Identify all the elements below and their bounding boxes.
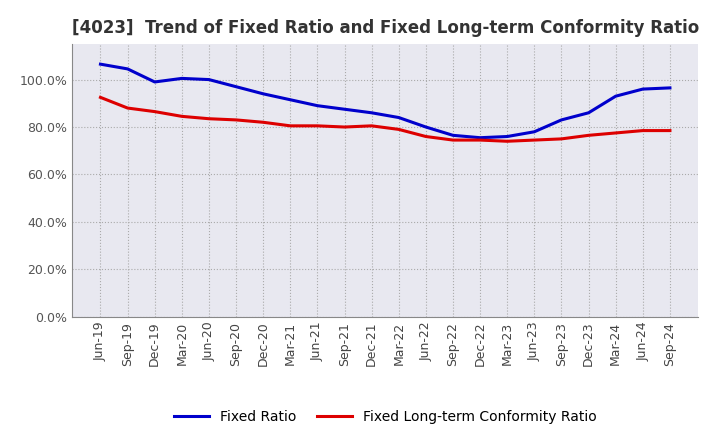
- Fixed Ratio: [395, 115, 403, 120]
- Fixed Long-term Conformity Ratio: [476, 137, 485, 143]
- Fixed Ratio: [476, 135, 485, 140]
- Fixed Long-term Conformity Ratio: [557, 136, 566, 142]
- Fixed Long-term Conformity Ratio: [313, 123, 322, 128]
- Fixed Long-term Conformity Ratio: [367, 123, 376, 128]
- Fixed Ratio: [449, 133, 457, 138]
- Fixed Ratio: [150, 79, 159, 84]
- Fixed Long-term Conformity Ratio: [150, 109, 159, 114]
- Legend: Fixed Ratio, Fixed Long-term Conformity Ratio: Fixed Ratio, Fixed Long-term Conformity …: [168, 405, 602, 430]
- Fixed Ratio: [178, 76, 186, 81]
- Fixed Long-term Conformity Ratio: [96, 95, 105, 100]
- Fixed Ratio: [530, 129, 539, 134]
- Fixed Long-term Conformity Ratio: [395, 127, 403, 132]
- Fixed Long-term Conformity Ratio: [178, 114, 186, 119]
- Fixed Long-term Conformity Ratio: [530, 137, 539, 143]
- Fixed Ratio: [123, 66, 132, 72]
- Fixed Long-term Conformity Ratio: [286, 123, 294, 128]
- Fixed Ratio: [611, 94, 620, 99]
- Fixed Long-term Conformity Ratio: [584, 133, 593, 138]
- Fixed Ratio: [639, 86, 647, 92]
- Fixed Ratio: [313, 103, 322, 108]
- Fixed Ratio: [557, 117, 566, 123]
- Fixed Ratio: [341, 106, 349, 112]
- Line: Fixed Ratio: Fixed Ratio: [101, 64, 670, 138]
- Fixed Ratio: [204, 77, 213, 82]
- Fixed Long-term Conformity Ratio: [123, 106, 132, 111]
- Fixed Ratio: [96, 62, 105, 67]
- Fixed Long-term Conformity Ratio: [665, 128, 674, 133]
- Fixed Long-term Conformity Ratio: [611, 130, 620, 136]
- Fixed Long-term Conformity Ratio: [503, 139, 511, 144]
- Fixed Ratio: [232, 84, 240, 89]
- Fixed Ratio: [584, 110, 593, 115]
- Fixed Ratio: [286, 97, 294, 103]
- Line: Fixed Long-term Conformity Ratio: Fixed Long-term Conformity Ratio: [101, 97, 670, 141]
- Fixed Long-term Conformity Ratio: [204, 116, 213, 121]
- Title: [4023]  Trend of Fixed Ratio and Fixed Long-term Conformity Ratio: [4023] Trend of Fixed Ratio and Fixed Lo…: [71, 19, 699, 37]
- Fixed Ratio: [503, 134, 511, 139]
- Fixed Ratio: [665, 85, 674, 91]
- Fixed Long-term Conformity Ratio: [421, 134, 430, 139]
- Fixed Long-term Conformity Ratio: [639, 128, 647, 133]
- Fixed Long-term Conformity Ratio: [341, 125, 349, 130]
- Fixed Ratio: [421, 125, 430, 130]
- Fixed Ratio: [259, 91, 268, 96]
- Fixed Long-term Conformity Ratio: [232, 117, 240, 123]
- Fixed Long-term Conformity Ratio: [259, 120, 268, 125]
- Fixed Long-term Conformity Ratio: [449, 137, 457, 143]
- Fixed Ratio: [367, 110, 376, 115]
